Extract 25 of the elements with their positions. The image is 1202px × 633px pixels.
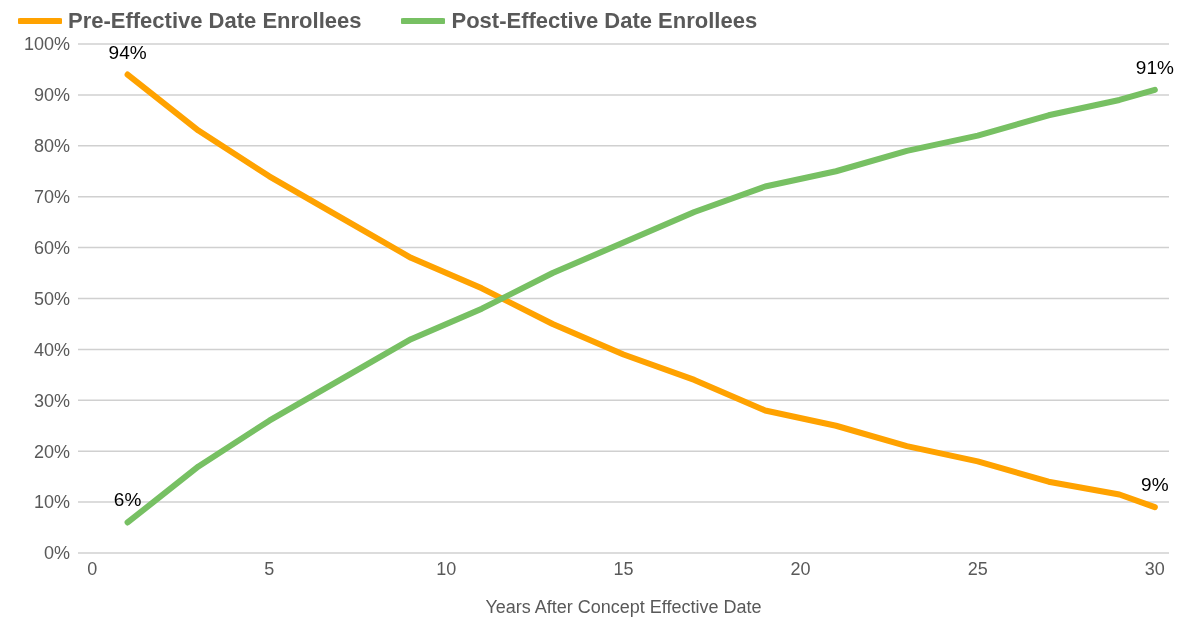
x-tick-label: 0 xyxy=(87,559,98,579)
x-tick-label: 5 xyxy=(264,559,275,579)
x-tick-label: 25 xyxy=(967,559,988,579)
x-tick-label: 10 xyxy=(436,559,457,579)
x-tick-label: 20 xyxy=(790,559,811,579)
y-tick-label: 100% xyxy=(23,34,70,55)
y-tick-label: 40% xyxy=(33,339,70,360)
y-tick-label: 90% xyxy=(33,85,70,106)
y-tick-label: 80% xyxy=(33,136,70,157)
data-label: 9% xyxy=(1141,474,1169,496)
legend-label: Pre-Effective Date Enrollees xyxy=(68,8,362,34)
x-axis-title: Years After Concept Effective Date xyxy=(485,597,762,617)
legend-label: Post-Effective Date Enrollees xyxy=(451,8,758,34)
x-tick-label: 30 xyxy=(1144,559,1165,579)
y-tick-label: 30% xyxy=(33,390,70,411)
data-label: 91% xyxy=(1135,56,1174,78)
data-label: 6% xyxy=(113,489,142,511)
y-tick-label: 10% xyxy=(33,492,70,513)
y-tick-label: 70% xyxy=(33,187,70,208)
y-tick-label: 60% xyxy=(33,237,70,258)
x-tick-label: 15 xyxy=(613,559,634,579)
y-tick-label: 0% xyxy=(43,543,70,564)
y-tick-label: 50% xyxy=(33,288,70,309)
data-label: 94% xyxy=(108,41,147,63)
y-tick-label: 20% xyxy=(33,441,70,462)
